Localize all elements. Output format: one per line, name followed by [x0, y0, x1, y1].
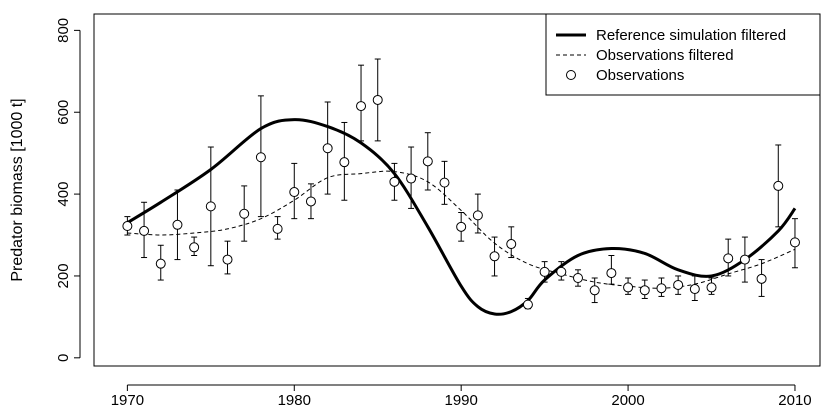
observation-point: [289, 187, 300, 198]
observation-point: [522, 299, 533, 310]
observation-point: [689, 284, 700, 295]
observation-point: [372, 94, 383, 105]
observation-point: [389, 176, 400, 187]
observations-filtered-line: [127, 170, 796, 289]
observation-point: [656, 283, 667, 294]
y-tick-label: 0: [55, 354, 72, 362]
observation-point: [506, 239, 517, 250]
observation-point: [606, 268, 617, 279]
x-tick-label: 2010: [778, 392, 811, 409]
legend-label: Reference simulation filtered: [596, 27, 786, 44]
y-axis-title: Predator biomass [1000 t]: [9, 98, 26, 281]
observation-point: [422, 156, 433, 167]
observation-point: [189, 242, 200, 253]
observation-point: [406, 173, 417, 184]
observation-point: [339, 157, 350, 168]
plot-frame: [93, 13, 821, 367]
observation-point: [589, 285, 600, 296]
observation-point: [222, 254, 233, 265]
y-tick-label: 800: [55, 18, 72, 43]
legend-label: Observations filtered: [596, 47, 734, 64]
observation-point: [723, 253, 734, 264]
observation-point: [205, 201, 216, 212]
observation-point: [139, 225, 150, 236]
observation-point: [573, 273, 583, 283]
reference-simulation-line: [126, 118, 797, 316]
observation-point: [673, 279, 684, 290]
legend: Reference simulation filtered Observation…: [545, 13, 821, 96]
observation-point: [122, 221, 133, 232]
observation-point: [456, 221, 467, 232]
legend-swatch-observations: [566, 70, 576, 80]
observation-point: [356, 101, 367, 112]
observation-point: [756, 273, 767, 284]
x-tick-label: 1970: [111, 392, 144, 409]
x-tick-label: 1980: [278, 392, 311, 409]
observation-point: [739, 254, 750, 265]
observation-point: [623, 282, 634, 293]
x-tick-label: 1990: [444, 392, 477, 409]
x-tick-label: 2000: [611, 392, 644, 409]
y-tick-label: 200: [55, 263, 72, 288]
observation-point: [773, 180, 784, 191]
observation-point: [706, 282, 717, 293]
observation-point: [489, 251, 500, 262]
observation-point: [322, 143, 333, 154]
observation-point: [556, 266, 567, 277]
y-tick-label: 600: [55, 100, 72, 125]
observation-point: [639, 285, 650, 296]
observation-point: [789, 237, 800, 248]
observation-point: [305, 196, 316, 207]
observation-point: [439, 177, 450, 188]
y-tick-label: 400: [55, 182, 72, 207]
observation-point: [272, 223, 283, 234]
observation-point: [239, 208, 250, 219]
observation-point: [255, 152, 266, 163]
observation-point: [472, 210, 483, 221]
observation-point: [539, 266, 550, 277]
observation-point: [155, 258, 166, 269]
legend-box: [545, 13, 821, 96]
observation-point: [172, 219, 183, 230]
legend-label: Observations: [596, 67, 684, 84]
